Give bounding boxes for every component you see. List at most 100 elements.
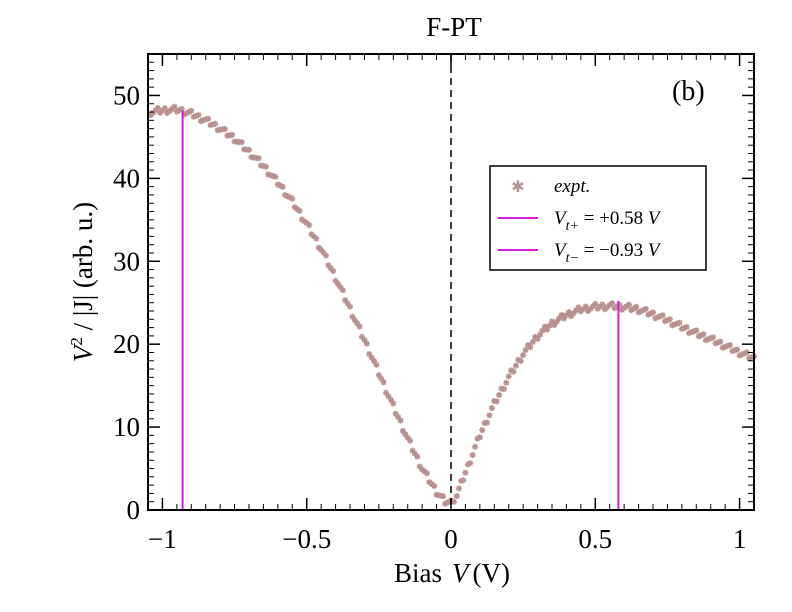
- data-point: [544, 326, 551, 333]
- legend: ✱ expt. Vt+ = +0.58 V Vt− = −0.93 V: [489, 165, 707, 271]
- x-axis-label: Bias V (V): [394, 558, 510, 588]
- data-point: [484, 419, 491, 426]
- data-point: [221, 125, 228, 132]
- data-point: [395, 414, 402, 421]
- data-point: [488, 405, 495, 412]
- y-tick-label: 30: [113, 246, 140, 276]
- data-point: [512, 362, 519, 369]
- data-point: [575, 304, 582, 311]
- y-axis-label: V2 / |J| (arb. u.): [67, 202, 98, 362]
- data-point: [505, 373, 512, 380]
- legend-marker-expt: ✱: [511, 177, 524, 196]
- data-point: [423, 470, 430, 477]
- data-point: [496, 392, 503, 399]
- data-point: [356, 323, 363, 330]
- data-point: [397, 417, 404, 424]
- y-tick-label: 50: [113, 80, 140, 110]
- data-point: [486, 412, 493, 419]
- data-point: [476, 434, 483, 441]
- data-point: [726, 342, 733, 349]
- data-point: [161, 105, 168, 112]
- data-point: [510, 368, 517, 375]
- data-point: [469, 452, 476, 459]
- data-point: [582, 303, 589, 310]
- data-point: [700, 331, 707, 338]
- data-point: [666, 316, 673, 323]
- data-point: [229, 131, 236, 138]
- data-point: [431, 482, 438, 489]
- data-point: [361, 337, 368, 344]
- data-point: [205, 115, 212, 122]
- data-point: [717, 338, 724, 345]
- data-point: [399, 427, 406, 434]
- data-point: [529, 338, 536, 345]
- data-point: [272, 173, 279, 180]
- data-point: [592, 300, 599, 307]
- data-point: [633, 303, 640, 310]
- data-point: [455, 485, 462, 492]
- data-point: [322, 252, 329, 259]
- data-point: [599, 301, 606, 308]
- x-tick-label: 1: [733, 524, 747, 554]
- data-point: [500, 386, 507, 393]
- data-point: [693, 327, 700, 334]
- data-point: [522, 347, 529, 354]
- data-point: [565, 309, 572, 316]
- y-tick-label: 0: [127, 495, 141, 525]
- data-point: [363, 340, 370, 347]
- data-point: [262, 163, 269, 170]
- legend-label-vtplus: Vt+ = +0.58 V: [554, 208, 662, 234]
- data-point: [313, 235, 320, 242]
- data-point: [380, 379, 387, 386]
- data-point: [440, 493, 447, 500]
- data-point: [255, 155, 262, 162]
- data-point: [642, 305, 649, 312]
- data-point: [539, 327, 546, 334]
- data-point: [371, 358, 378, 365]
- data-point: [503, 379, 510, 386]
- data-point: [659, 312, 666, 319]
- data-point: [195, 112, 202, 119]
- x-tick-label: −0.5: [282, 524, 331, 554]
- data-point: [453, 493, 460, 500]
- legend-label-expt: expt.: [554, 176, 590, 197]
- y-tick-label: 20: [113, 329, 140, 359]
- data-point: [561, 315, 568, 322]
- legend-label-vtminus: Vt− = −0.93 V: [554, 240, 662, 266]
- data-point: [493, 398, 500, 405]
- data-point: [520, 352, 527, 359]
- data-point: [154, 105, 161, 112]
- data-point: [414, 453, 421, 460]
- data-point: [246, 146, 252, 153]
- data-point: [683, 323, 690, 330]
- data-point: [734, 346, 741, 353]
- x-tick-label: 0.5: [578, 524, 612, 554]
- data-point: [710, 334, 717, 341]
- data-point: [390, 400, 397, 407]
- data-point: [527, 344, 534, 351]
- y-tick-label: 10: [113, 412, 140, 442]
- data-point: [534, 335, 541, 342]
- data-point: [460, 477, 467, 484]
- data-point: [517, 357, 524, 364]
- data-point: [462, 469, 469, 476]
- data-point: [402, 431, 409, 438]
- data-point: [212, 120, 219, 127]
- x-tick-label: −1: [148, 524, 177, 554]
- data-point: [392, 410, 399, 417]
- series-expt: [147, 103, 757, 507]
- data-point: [296, 207, 303, 214]
- data-point: [467, 460, 474, 467]
- data-point: [344, 300, 351, 307]
- data-point: [279, 183, 286, 190]
- data-point: [330, 268, 337, 275]
- data-point: [347, 303, 353, 310]
- chart-title: F-PT: [426, 12, 482, 42]
- data-point: [450, 498, 457, 505]
- data-point: [238, 139, 245, 146]
- data-point: [650, 309, 656, 316]
- data-point: [289, 195, 296, 202]
- data-point: [609, 300, 616, 307]
- data-point: [479, 427, 486, 434]
